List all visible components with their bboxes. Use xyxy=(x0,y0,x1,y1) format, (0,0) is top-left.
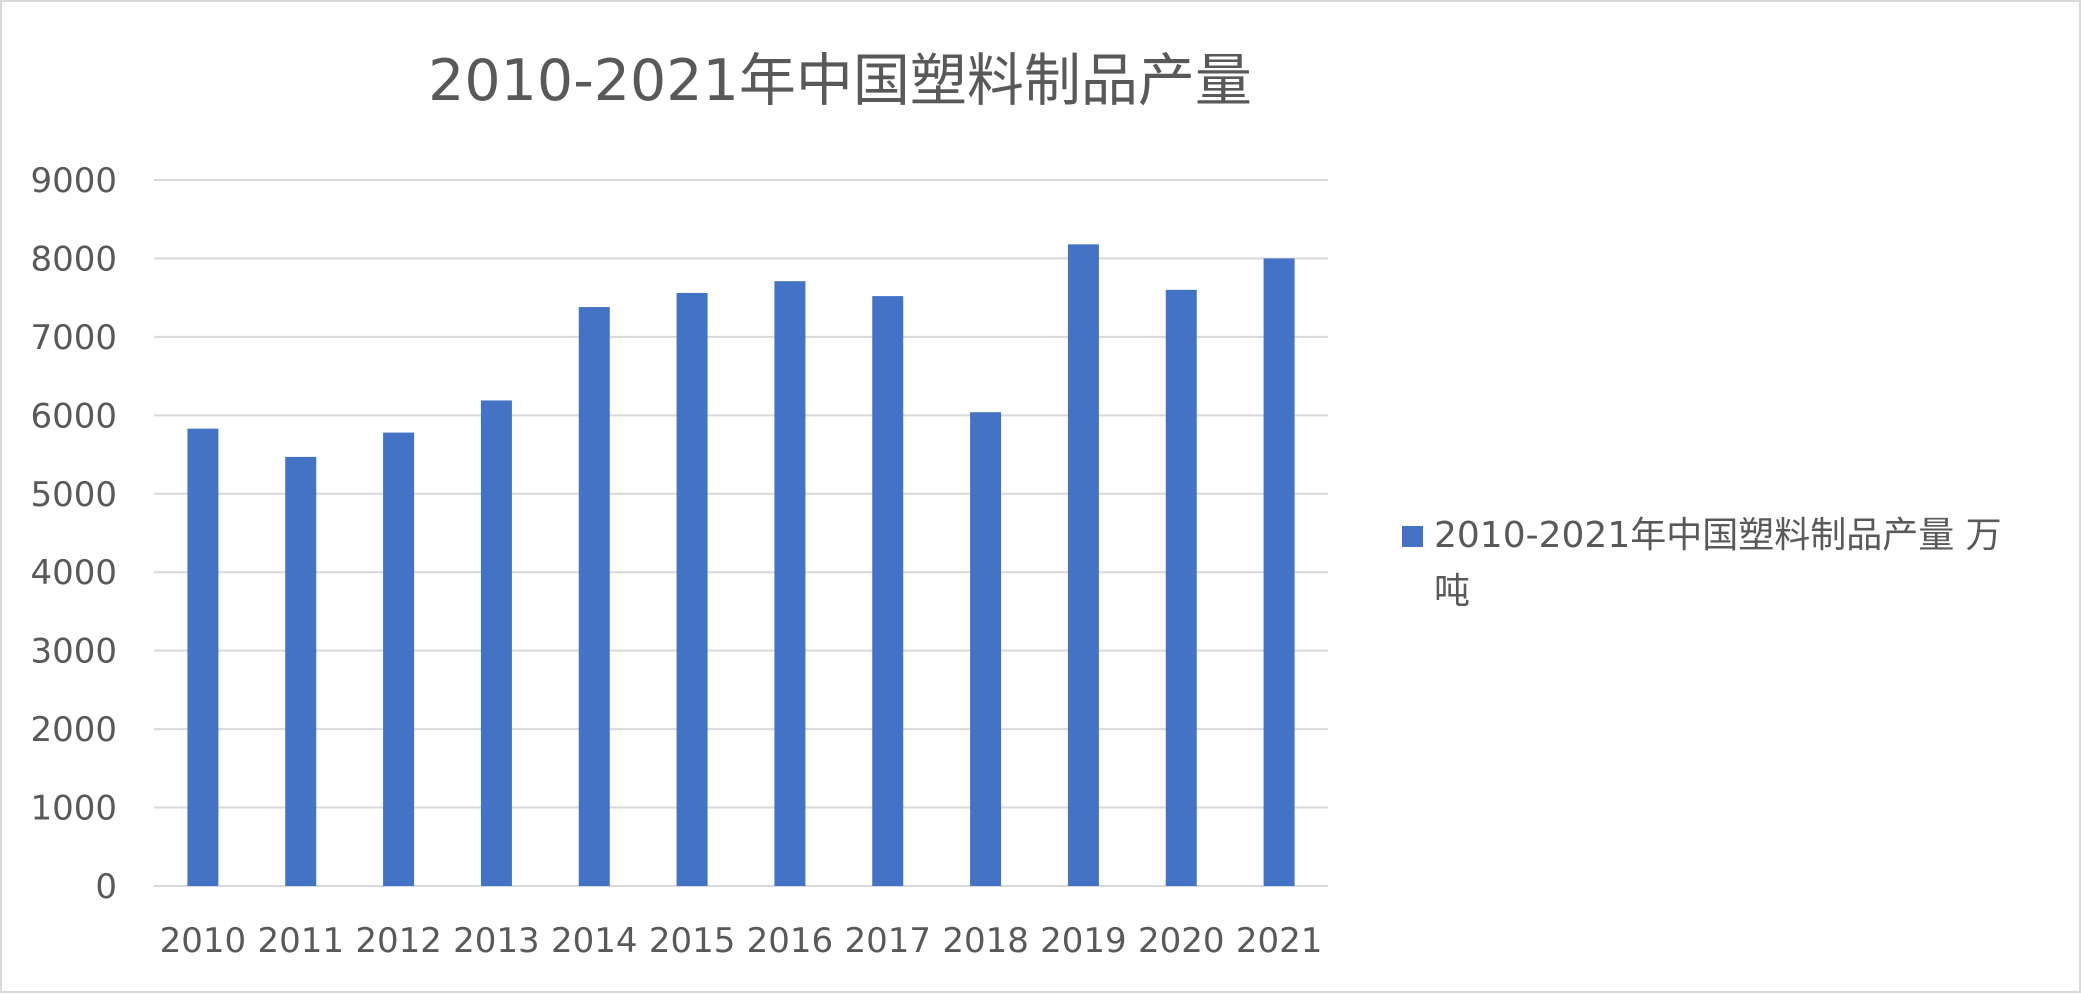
bar-2018 xyxy=(970,412,1002,886)
legend-swatch xyxy=(1402,526,1423,547)
x-tick-label: 2013 xyxy=(453,921,540,961)
x-tick-label: 2015 xyxy=(649,921,736,961)
x-tick-label: 2021 xyxy=(1236,921,1323,961)
bar-2017 xyxy=(872,296,904,886)
x-tick-label: 2019 xyxy=(1040,921,1127,961)
bars xyxy=(187,244,1295,887)
y-tick-label: 0 xyxy=(95,867,117,907)
y-tick-label: 1000 xyxy=(30,789,117,829)
bar-2015 xyxy=(676,292,708,887)
bar-2013 xyxy=(480,400,512,886)
y-tick-label: 5000 xyxy=(30,475,117,515)
bar-2016 xyxy=(774,281,806,886)
y-tick-label: 7000 xyxy=(30,318,117,358)
y-tick-label: 2000 xyxy=(30,710,117,750)
x-tick-label: 2012 xyxy=(355,921,442,961)
y-axis-tick-labels: 0 1000 2000 3000 4000 5000 6000 7000 8000 9000 xyxy=(30,161,117,907)
x-tick-label: 2018 xyxy=(942,921,1029,961)
x-tick-label: 2020 xyxy=(1138,921,1225,961)
bar-2021 xyxy=(1263,258,1295,886)
gridlines xyxy=(154,179,1328,887)
bar-2019 xyxy=(1067,244,1099,886)
x-tick-label: 2014 xyxy=(551,921,638,961)
y-tick-label: 9000 xyxy=(30,161,117,201)
legend-label: 2010-2021年中国塑料制品产量 万吨 xyxy=(1434,515,2002,612)
chart-title: 2010-2021年中国塑料制品产量 xyxy=(428,48,1252,114)
bar-2011 xyxy=(285,456,317,886)
bar-2014 xyxy=(578,307,610,887)
x-axis-tick-labels: 2010 2011 2012 2013 2014 2015 2016 2017 2018 2019… xyxy=(160,921,1323,961)
y-tick-label: 6000 xyxy=(30,396,117,436)
bar-2020 xyxy=(1165,289,1197,886)
bar-2010 xyxy=(187,428,219,886)
y-tick-label: 8000 xyxy=(30,239,117,279)
legend: 2010-2021年中国塑料制品产量 万吨 xyxy=(1402,515,2002,612)
bar-2012 xyxy=(383,432,415,886)
y-tick-label: 3000 xyxy=(30,632,117,672)
x-tick-label: 2010 xyxy=(160,921,247,961)
x-tick-label: 2016 xyxy=(747,921,834,961)
y-tick-label: 4000 xyxy=(30,553,117,593)
x-tick-label: 2017 xyxy=(844,921,931,961)
x-tick-label: 2011 xyxy=(257,921,344,961)
